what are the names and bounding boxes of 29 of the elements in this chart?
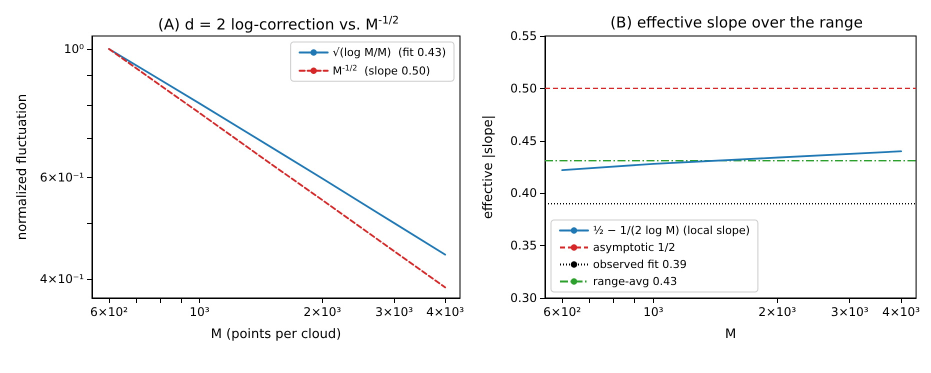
legend-label: asymptotic 1/2 (593, 241, 676, 254)
y-tick-label: 6×10⁻¹ (40, 170, 84, 184)
x-tick-label: 3×10³ (830, 305, 869, 319)
x-tick-label: 4×10³ (426, 305, 464, 319)
legend-label: range-avg 0.43 (593, 275, 678, 288)
y-tick-label: 0.30 (510, 291, 537, 305)
x-tick-label: 6×10² (90, 305, 128, 319)
x-tick-label: 6×10² (543, 305, 582, 319)
x-tick-label: 2×10³ (303, 305, 342, 319)
y-tick-label: 0.45 (510, 134, 537, 148)
x-tick-label: 2×10³ (758, 305, 796, 319)
y-axis-title: normalized fluctuation (15, 94, 30, 240)
x-axis-title: M (724, 327, 736, 342)
x-tick-label: 3×10³ (375, 305, 414, 319)
legend-label: observed fit 0.39 (593, 258, 687, 271)
x-tick-label: 10³ (189, 305, 210, 319)
y-tick-label: 10⁰ (64, 42, 84, 56)
y-tick-label: 4×10⁻¹ (40, 272, 84, 286)
x-axis-title: M (points per cloud) (210, 327, 342, 342)
y-tick-label: 0.35 (510, 238, 537, 253)
y-tick-label: 0.50 (510, 81, 537, 96)
x-tick-label: 4×10³ (882, 305, 920, 319)
y-tick-label: 0.55 (510, 29, 537, 43)
y-axis-title: effective |slope| (481, 115, 496, 219)
legend-label: √(log M/M) (fit 0.43) (332, 46, 446, 59)
x-tick-label: 10³ (643, 305, 664, 319)
chart-title: (B) effective slope over the range (610, 14, 863, 32)
y-tick-label: 0.40 (510, 186, 537, 200)
legend-label: ½ − 1/(2 log M) (local slope) (593, 224, 750, 237)
